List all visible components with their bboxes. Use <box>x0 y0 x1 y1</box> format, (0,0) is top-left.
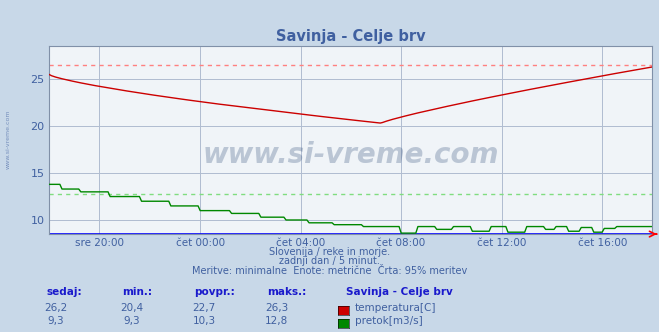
Text: Meritve: minimalne  Enote: metrične  Črta: 95% meritev: Meritve: minimalne Enote: metrične Črta:… <box>192 266 467 276</box>
Text: 12,8: 12,8 <box>265 316 289 326</box>
Text: 26,3: 26,3 <box>265 303 289 313</box>
Text: 9,3: 9,3 <box>123 316 140 326</box>
Title: Savinja - Celje brv: Savinja - Celje brv <box>276 29 426 44</box>
Text: 9,3: 9,3 <box>47 316 65 326</box>
Text: sedaj:: sedaj: <box>46 287 82 297</box>
Text: temperatura[C]: temperatura[C] <box>355 303 436 313</box>
Text: zadnji dan / 5 minut.: zadnji dan / 5 minut. <box>279 256 380 266</box>
Text: www.si-vreme.com: www.si-vreme.com <box>203 141 499 169</box>
Text: www.si-vreme.com: www.si-vreme.com <box>5 110 11 169</box>
Text: Savinja - Celje brv: Savinja - Celje brv <box>346 287 453 297</box>
Text: 20,4: 20,4 <box>120 303 144 313</box>
Text: povpr.:: povpr.: <box>194 287 235 297</box>
Text: min.:: min.: <box>122 287 152 297</box>
Text: pretok[m3/s]: pretok[m3/s] <box>355 316 422 326</box>
Text: 26,2: 26,2 <box>44 303 68 313</box>
Text: 22,7: 22,7 <box>192 303 216 313</box>
Text: 10,3: 10,3 <box>192 316 216 326</box>
Text: Slovenija / reke in morje.: Slovenija / reke in morje. <box>269 247 390 257</box>
Text: maks.:: maks.: <box>267 287 306 297</box>
